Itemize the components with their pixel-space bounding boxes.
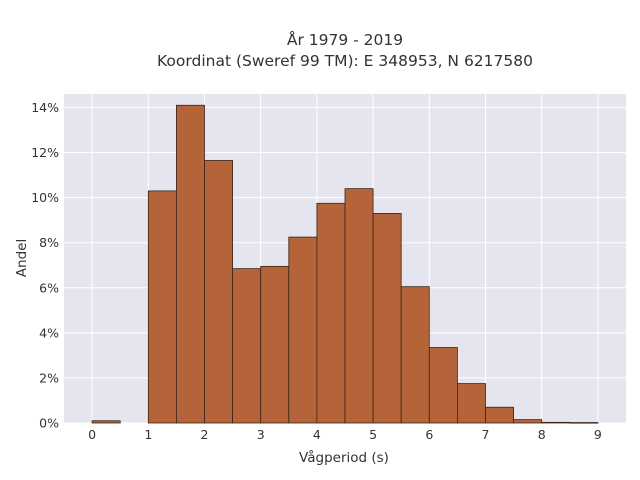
x-tick-label: 8 [538, 427, 546, 442]
histogram-bar [456, 383, 486, 424]
y-tick-label: 12% [31, 145, 59, 160]
histogram-bar [428, 347, 458, 424]
histogram-bar [372, 213, 402, 424]
histogram-bar [569, 422, 599, 424]
x-tick-label: 5 [369, 427, 377, 442]
histogram-bar [485, 406, 515, 424]
y-tick-label: 2% [39, 370, 59, 385]
y-axis-label: Andel [14, 239, 30, 277]
histogram-bar [91, 420, 121, 424]
y-tick-label: 14% [31, 100, 59, 115]
x-tick-label: 9 [594, 427, 602, 442]
y-tick-labels: 0% 2% 4% 6% 8% 10% 12% 14% [31, 100, 59, 430]
histogram-bar [316, 202, 346, 424]
x-tick-label: 3 [257, 427, 265, 442]
chart-title-line1: År 1979 - 2019 [287, 30, 403, 49]
chart-title-line2: Koordinat (Sweref 99 TM): E 348953, N 62… [157, 52, 533, 70]
histogram-bar [288, 236, 318, 424]
y-tick-label: 6% [39, 280, 59, 295]
y-tick-label: 8% [39, 235, 59, 250]
histogram-bar [232, 268, 262, 424]
histogram-bar [147, 190, 177, 424]
histogram-bar [344, 188, 374, 424]
bars [91, 104, 599, 424]
x-tick-label: 4 [313, 427, 321, 442]
histogram-bar [513, 419, 543, 424]
x-tick-label: 6 [425, 427, 433, 442]
x-tick-label: 0 [88, 427, 96, 442]
histogram-bar [541, 421, 571, 424]
x-tick-label: 2 [201, 427, 209, 442]
x-tick-label: 7 [482, 427, 490, 442]
histogram-bar [175, 104, 205, 424]
histogram-bar [400, 286, 430, 424]
y-tick-label: 10% [31, 190, 59, 205]
histogram-bar [204, 160, 234, 424]
histogram-bar [260, 265, 290, 424]
y-tick-label: 0% [39, 416, 59, 431]
x-axis-label: Vågperiod (s) [299, 449, 389, 466]
x-tick-labels: 0 1 2 3 4 5 6 7 8 9 [88, 427, 602, 442]
x-tick-label: 1 [144, 427, 152, 442]
y-tick-label: 4% [39, 325, 59, 340]
